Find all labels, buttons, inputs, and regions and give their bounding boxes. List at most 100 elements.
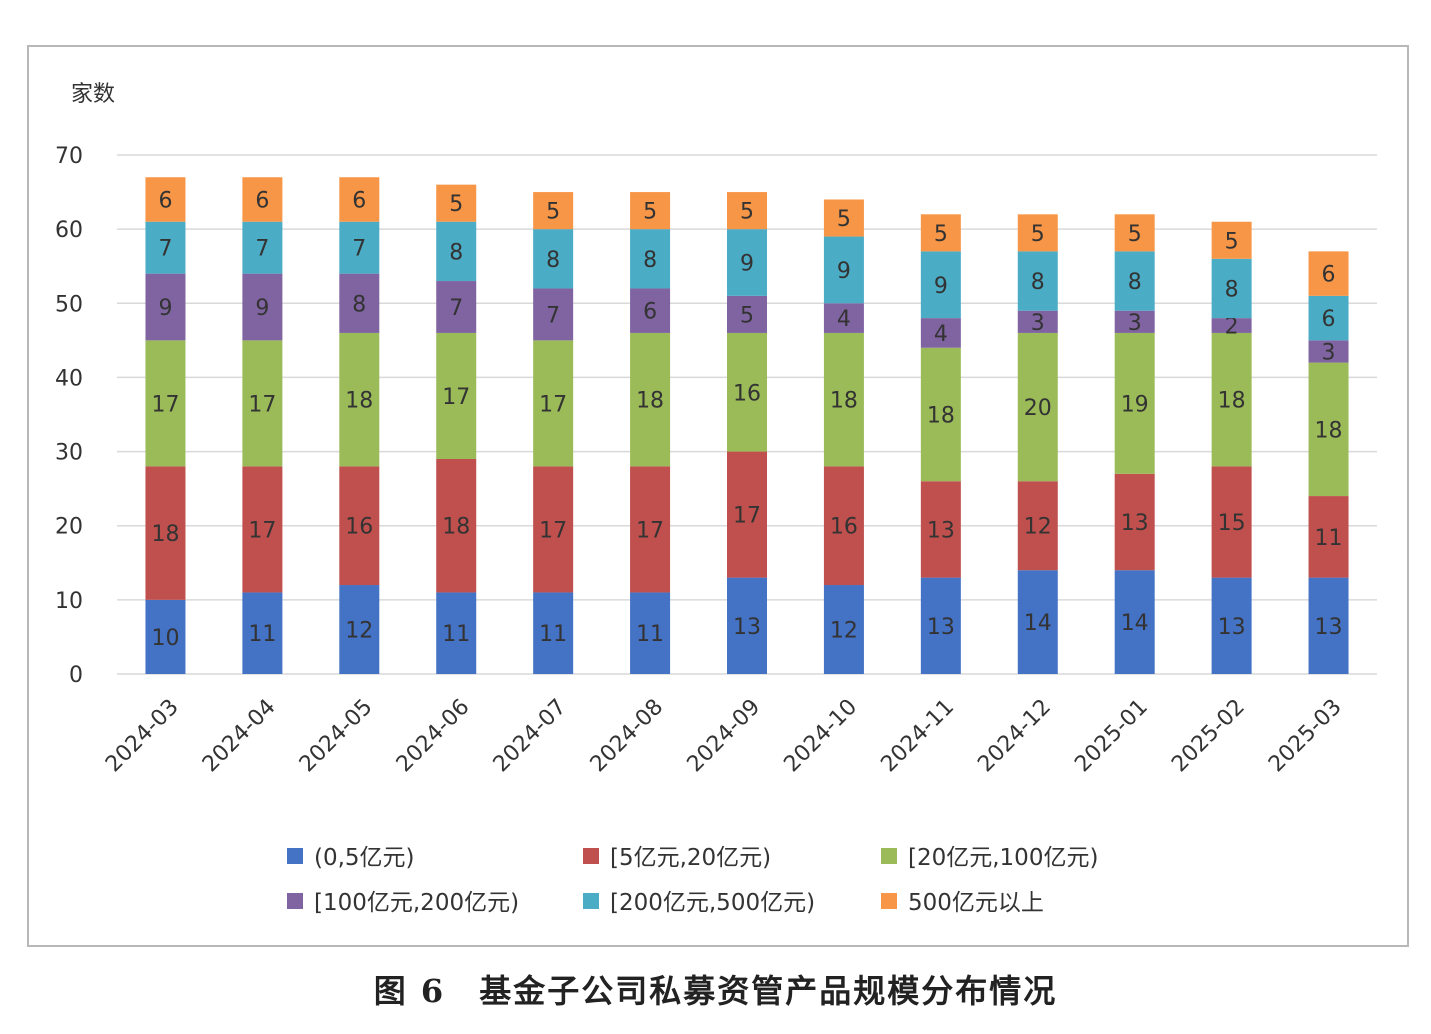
x-tick-label: 2024-05	[295, 695, 378, 778]
data-label: 17	[442, 385, 470, 410]
x-tick-label: 2025-03	[1264, 695, 1347, 778]
data-label: 7	[546, 303, 560, 328]
bar-segment	[533, 288, 574, 341]
bar-segment	[823, 199, 864, 237]
data-label: 6	[1322, 307, 1336, 332]
data-label: 18	[345, 389, 373, 414]
legend: (0,5亿元) [5亿元,20亿元) [20亿元,100亿元) [100亿元,200亿…	[287, 845, 1098, 916]
legend-item: [100亿元,200亿元)	[287, 890, 519, 916]
data-label: 8	[1128, 270, 1142, 295]
bar-segment	[727, 577, 767, 674]
bar-segment	[1308, 251, 1349, 296]
data-label: 14	[1121, 611, 1149, 636]
legend-swatch	[287, 848, 303, 864]
data-label: 9	[740, 252, 754, 277]
bar-segment	[533, 340, 574, 467]
data-label: 17	[248, 392, 276, 417]
bar-segment	[1017, 214, 1058, 252]
data-label: 8	[546, 248, 560, 273]
data-label: 13	[1218, 615, 1246, 640]
bar-segment	[1114, 332, 1155, 474]
data-label: 5	[449, 192, 463, 217]
data-label: 4	[837, 307, 851, 332]
x-tick-label: 2024-11	[876, 695, 959, 778]
bar-segment	[727, 192, 767, 230]
legend-label: [20亿元,100亿元)	[908, 845, 1098, 871]
bar-segment	[920, 214, 961, 252]
bar-segment	[630, 288, 671, 333]
x-tick-label: 2024-12	[973, 695, 1056, 778]
x-tick-label: 2024-07	[489, 695, 572, 778]
data-label: 18	[1315, 418, 1343, 443]
legend-item: 500亿元以上	[881, 890, 1044, 916]
data-label: 16	[830, 515, 858, 540]
chart-frame: 家数 0 10 20 30 40 50 60 70 10 18 17 9 7 6 11 17 17 9 7 6 12 1…	[27, 45, 1409, 947]
bar-segment	[1114, 570, 1155, 674]
bar-segment	[823, 236, 864, 304]
bar-segment	[339, 221, 380, 274]
bar-segment	[145, 221, 186, 274]
bar-segment	[1114, 251, 1155, 311]
y-tick-label: 20	[55, 515, 83, 540]
bar-segment	[339, 585, 380, 674]
bar-segment	[436, 332, 477, 459]
y-tick-label: 0	[69, 663, 83, 688]
data-label: 17	[151, 392, 179, 417]
bar-segment	[533, 192, 574, 230]
data-label: 5	[1225, 229, 1239, 254]
data-label: 18	[830, 389, 858, 414]
bar-segment	[1211, 577, 1252, 674]
bar-segment	[436, 281, 477, 333]
data-label: 8	[1031, 270, 1045, 295]
bar-segment	[145, 177, 186, 222]
data-label: 17	[248, 518, 276, 543]
data-label: 5	[837, 207, 851, 232]
y-tick-label: 70	[55, 144, 83, 169]
data-label: 17	[539, 518, 567, 543]
y-tick-label: 40	[55, 366, 83, 391]
data-label: 2	[1225, 315, 1239, 340]
data-label: 14	[1024, 611, 1052, 636]
bar-segment	[145, 273, 186, 341]
legend-item: [200亿元,500亿元)	[583, 890, 815, 916]
bar-segment	[145, 599, 186, 674]
data-label: 19	[1121, 392, 1149, 417]
bar-segment	[1211, 466, 1252, 578]
data-label: 8	[449, 240, 463, 265]
bar-segment	[823, 303, 864, 333]
bar-segment	[920, 481, 961, 578]
bar-segment	[630, 229, 671, 289]
data-label: 6	[352, 188, 366, 213]
data-label: 11	[636, 622, 664, 647]
data-label: 8	[1225, 277, 1239, 302]
bar-segment	[1308, 295, 1349, 341]
data-label: 12	[830, 619, 858, 644]
bar-segment	[1308, 577, 1349, 674]
data-label: 6	[1322, 263, 1336, 288]
bar-segment	[1114, 310, 1155, 333]
legend-item: (0,5亿元)	[287, 845, 415, 871]
legend-label: [100亿元,200亿元)	[314, 890, 519, 916]
data-label: 11	[442, 622, 470, 647]
data-label: 9	[158, 296, 172, 321]
legend-item: [20亿元,100亿元)	[881, 845, 1098, 871]
data-label: 11	[1315, 526, 1343, 551]
bar-segment	[727, 451, 767, 578]
x-axis-ticks: 2024-03 2024-04 2024-05 2024-06 2024-07 2024-…	[101, 695, 1347, 778]
data-label: 9	[934, 274, 948, 299]
bar-segment	[823, 466, 864, 586]
bar-segment	[242, 221, 283, 274]
y-axis-ticks: 0 10 20 30 40 50 60 70	[55, 144, 83, 688]
bar-segment	[242, 340, 283, 467]
x-tick-label: 2024-03	[101, 695, 184, 778]
bar-segment	[436, 184, 477, 222]
bar-segment	[533, 229, 574, 289]
bar-segment	[920, 318, 961, 348]
legend-swatch	[881, 893, 897, 909]
y-tick-label: 60	[55, 218, 83, 243]
data-label: 5	[643, 200, 657, 225]
legend-label: [200亿元,500亿元)	[610, 890, 815, 916]
data-label: 6	[158, 188, 172, 213]
bar-segment	[1114, 214, 1155, 252]
